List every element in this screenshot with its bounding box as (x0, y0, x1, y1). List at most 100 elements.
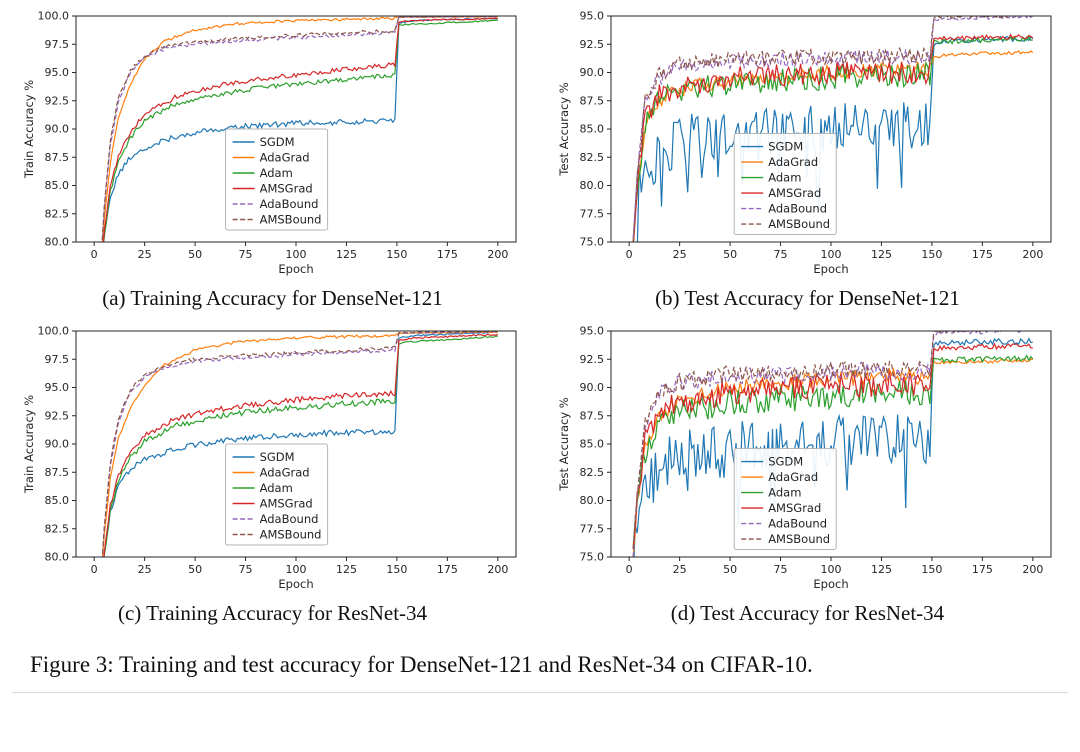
subcaption-b: (b) Test Accuracy for DenseNet-121 (655, 286, 960, 310)
legend-box (224, 128, 328, 231)
x-tick-label: 125 (870, 563, 891, 576)
legend-label-adabound: AdaBound (768, 517, 827, 531)
y-tick-label: 95.0 (579, 325, 604, 338)
figure-caption: Figure 3: Training and test accuracy for… (30, 652, 813, 677)
panel-test-resnet34: 0 25 50 75 100 125 150 175 200 75.0 77.5 80.0 82.5 85… (547, 323, 1068, 636)
x-tick-label: 150 (386, 563, 407, 576)
series-line-adabound (632, 16, 1033, 239)
legend-label-amsgrad: AMSGrad (768, 501, 821, 515)
y-tick-label: 90.0 (579, 66, 604, 79)
legend-label-adabound: AdaBound (259, 197, 318, 211)
x-tick-label: 50 (188, 563, 202, 576)
legend-label-adagrad: AdaGrad (768, 155, 818, 169)
y-tick-label: 82.5 (44, 207, 69, 220)
series-line-amsgrad (102, 333, 498, 557)
plot-frame (75, 330, 516, 558)
chart-svg-d: 0 25 50 75 100 125 150 175 200 75.0 77.5 80.0 82.5 85… (557, 325, 1051, 591)
legend-box (733, 448, 837, 551)
chart-test-accuracy-resnet34: 0 25 50 75 100 125 150 175 200 75.0 77.5 80.0 82.5 85… (553, 323, 1063, 595)
series-line-amsbound (632, 16, 1033, 242)
x-axis-label: Epoch (278, 262, 313, 276)
y-tick-label: 87.5 (44, 466, 69, 479)
panel-train-resnet34: 0 25 50 75 100 125 150 175 200 80.0 82.5 85.0 87.5 90… (12, 323, 533, 636)
x-axis-label: Epoch (813, 577, 848, 591)
series-line-amsbound (100, 16, 498, 242)
x-tick-label: 100 (285, 248, 306, 261)
x-tick-label: 75 (773, 248, 787, 261)
x-tick-label: 200 (487, 563, 508, 576)
y-tick-label: 87.5 (579, 94, 604, 107)
y-tick-label: 75.0 (579, 551, 604, 564)
legend-label-amsgrad: AMSGrad (259, 497, 312, 511)
y-tick-label: 90.0 (44, 438, 69, 451)
legend-label-sgdm: SGDM (768, 140, 803, 154)
x-tick-label: 50 (188, 248, 202, 261)
y-tick-label: 97.5 (44, 353, 69, 366)
x-axis-label: Epoch (813, 262, 848, 276)
x-tick-label: 150 (921, 563, 942, 576)
legend-label-adagrad: AdaGrad (259, 466, 309, 480)
x-tick-label: 175 (971, 563, 992, 576)
legend-label-amsbound: AMSBound (768, 532, 830, 546)
x-tick-label: 200 (1022, 563, 1043, 576)
legend-label-amsgrad: AMSGrad (768, 186, 821, 200)
y-tick-label: 80.0 (579, 494, 604, 507)
series-line-sgdm (102, 331, 498, 557)
chart-train-accuracy-resnet34: 0 25 50 75 100 125 150 175 200 80.0 82.5 85.0 87.5 90… (18, 323, 528, 595)
y-axis-label: Train Accuracy % (22, 80, 36, 179)
legend-label-sgdm: SGDM (259, 450, 294, 464)
x-tick-label: 100 (820, 248, 841, 261)
legend-box (224, 443, 328, 546)
series-line-amsgrad (632, 342, 1033, 549)
series-line-amsgrad (632, 33, 1033, 242)
y-tick-label: 85.0 (44, 494, 69, 507)
chart-svg-b: 0 25 50 75 100 125 150 175 200 75.0 77.5 80.0 82.5 85… (557, 10, 1051, 276)
x-tick-label: 75 (773, 563, 787, 576)
y-axis-label: Test Accuracy % (557, 82, 571, 176)
x-tick-label: 25 (137, 248, 151, 261)
legend-label-adam: Adam (259, 166, 292, 180)
series-line-adam (103, 335, 498, 557)
x-tick-label: 175 (971, 248, 992, 261)
legend-label-adabound: AdaBound (259, 512, 318, 526)
x-tick-label: 75 (238, 248, 252, 261)
y-axis-label: Train Accuracy % (22, 395, 36, 494)
y-tick-label: 92.5 (44, 94, 69, 107)
x-tick-label: 50 (723, 248, 737, 261)
x-tick-label: 150 (386, 248, 407, 261)
y-tick-label: 92.5 (44, 409, 69, 422)
x-tick-label: 200 (487, 248, 508, 261)
legend-label-adam: Adam (768, 486, 801, 500)
legend-label-amsgrad: AMSGrad (259, 182, 312, 196)
x-tick-label: 0 (90, 563, 97, 576)
x-tick-label: 0 (625, 563, 632, 576)
legend-label-adabound: AdaBound (768, 202, 827, 216)
x-tick-label: 25 (672, 563, 686, 576)
legend-label-amsbound: AMSBound (259, 528, 321, 542)
y-axis-label: Test Accuracy % (557, 397, 571, 491)
y-tick-label: 90.0 (579, 381, 604, 394)
series-line-adam (102, 19, 498, 242)
y-tick-label: 80.0 (44, 551, 69, 564)
series-line-amsgrad (102, 17, 498, 242)
x-tick-label: 0 (90, 248, 97, 261)
y-tick-label: 95.0 (579, 10, 604, 23)
x-tick-label: 125 (335, 563, 356, 576)
y-tick-label: 75.0 (579, 236, 604, 249)
legend-label-amsbound: AMSBound (259, 213, 321, 227)
subcaption-c: (c) Training Accuracy for ResNet-34 (117, 601, 428, 625)
y-tick-label: 82.5 (579, 151, 604, 164)
legend-label-sgdm: SGDM (768, 455, 803, 469)
subcaption-d: (d) Test Accuracy for ResNet-34 (670, 601, 945, 625)
y-tick-label: 92.5 (579, 353, 604, 366)
x-tick-label: 125 (870, 248, 891, 261)
plot-frame (610, 330, 1051, 558)
series-line-adam (632, 35, 1033, 242)
legend-label-adam: Adam (768, 171, 801, 185)
y-tick-label: 97.5 (44, 38, 69, 51)
x-tick-label: 125 (335, 248, 356, 261)
y-tick-label: 95.0 (44, 381, 69, 394)
y-tick-label: 77.5 (579, 207, 604, 220)
legend-label-amsbound: AMSBound (768, 217, 830, 231)
